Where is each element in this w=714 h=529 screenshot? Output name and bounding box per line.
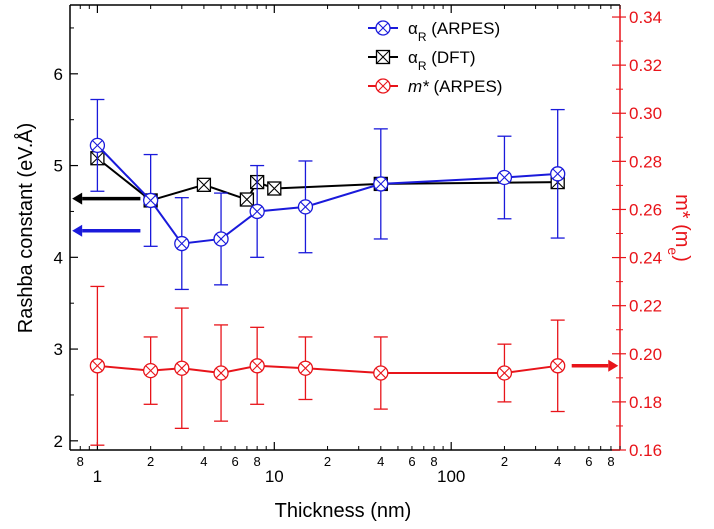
x-minor-tick-label: 6 (585, 454, 592, 469)
point-marker-cross (375, 367, 387, 379)
legend-label: αR (DFT) (408, 48, 476, 73)
point-marker-cross (376, 50, 390, 64)
y-tick-label: 2 (54, 432, 63, 451)
arrow-head (608, 359, 619, 372)
point-marker-cross (91, 139, 103, 151)
arrow-annotation (72, 224, 141, 237)
y2-tick-label: 0.34 (629, 8, 662, 27)
x-minor-tick-label: 8 (430, 454, 437, 469)
x-minor-tick-label: 8 (77, 454, 84, 469)
point-marker-cross (499, 172, 510, 183)
arrow-annotation (72, 192, 141, 205)
x-minor-tick-label: 8 (607, 454, 614, 469)
y2-tick-label: 0.30 (629, 104, 662, 123)
point-marker-cross (145, 365, 157, 377)
y2-tick-label: 0.26 (629, 200, 662, 219)
y2-tick-label: 0.22 (629, 297, 662, 316)
point-marker-cross (215, 233, 227, 245)
legend-entry: αR (ARPES) (368, 19, 500, 44)
arrow-head (72, 224, 83, 237)
point-marker-cross (240, 192, 254, 207)
x-minor-tick-label: 4 (554, 454, 561, 469)
x-minor-tick-label: 8 (254, 454, 261, 469)
x-minor-tick-label: 4 (200, 454, 207, 469)
y-tick-label: 6 (54, 65, 63, 84)
x-tick-label: 100 (437, 467, 465, 486)
point-marker-cross (197, 177, 211, 192)
legend-entry: αR (DFT) (368, 48, 476, 73)
point-marker-cross (267, 181, 282, 196)
y2-tick-label: 0.20 (629, 345, 662, 364)
point-marker-cross (251, 360, 263, 372)
legend-entry: m* (ARPES) (368, 77, 502, 96)
x-tick-label: 1 (93, 467, 102, 486)
point-marker-cross (377, 80, 389, 92)
point-marker-cross (300, 201, 311, 213)
series-line (96, 144, 558, 245)
y2-axis-title: m* (me) (665, 194, 693, 262)
point-marker-cross (215, 367, 227, 379)
x-minor-tick-label: 6 (231, 454, 238, 469)
y2-tick-label: 0.32 (629, 56, 662, 75)
y2-tick-label: 0.28 (629, 152, 662, 171)
legend: αR (ARPES) αR (DFT) m* (ARPES) (368, 19, 502, 96)
y2-tick-label: 0.18 (629, 393, 662, 412)
y-tick-label: 3 (54, 340, 63, 359)
legend-label: αR (ARPES) (408, 19, 500, 44)
x-minor-tick-label: 2 (324, 454, 331, 469)
series-line (97, 364, 558, 375)
x-minor-tick-label: 6 (408, 454, 415, 469)
y-tick-label: 5 (54, 157, 63, 176)
series-line (96, 157, 558, 202)
point-marker-cross (552, 168, 564, 180)
y-axis-title: Rashba constant (eV.Å) (14, 123, 37, 334)
y2-tick-label: 0.16 (629, 441, 662, 460)
annotations (72, 192, 619, 372)
x-tick-label: 10 (265, 467, 284, 486)
x-minor-tick-label: 2 (147, 454, 154, 469)
point-marker-cross (375, 178, 387, 190)
y-tick-label: 4 (54, 248, 63, 267)
point-marker-cross (176, 238, 188, 249)
x-minor-tick-label: 2 (501, 454, 508, 469)
point-marker-cross (499, 367, 510, 379)
point-marker-cross (176, 362, 188, 374)
point-marker-cross (300, 362, 311, 374)
arrow-head (72, 192, 83, 205)
series-0 (89, 98, 566, 291)
point-marker-cross (552, 360, 564, 372)
series-2 (89, 285, 566, 446)
x-axis-title: Thickness (nm) (275, 500, 412, 522)
y2-tick-label: 0.24 (629, 249, 662, 268)
point-marker-cross (251, 206, 263, 217)
series-1 (90, 151, 565, 208)
arrow-annotation (571, 359, 619, 372)
point-marker-cross (91, 360, 103, 372)
plot-series (89, 98, 566, 446)
point-marker-cross (377, 22, 389, 34)
point-marker-cross (145, 195, 157, 206)
x-minor-tick-label: 4 (377, 454, 384, 469)
legend-label: m* (ARPES) (408, 77, 502, 96)
